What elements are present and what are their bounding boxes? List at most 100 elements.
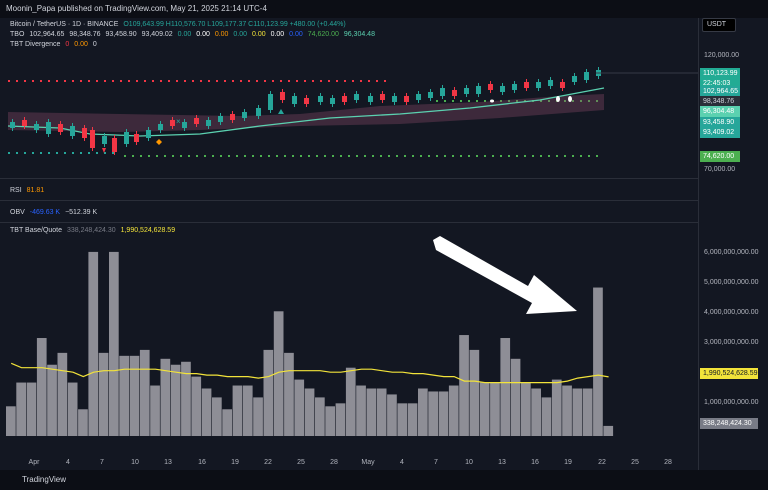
candle-body — [194, 118, 199, 124]
support-dot — [16, 152, 18, 154]
support-dot — [276, 155, 278, 157]
support-dot — [48, 152, 50, 154]
base-quote-bar — [253, 397, 263, 436]
support-dot — [348, 155, 350, 157]
resistance-dot — [360, 80, 362, 82]
resistance-dot — [232, 80, 234, 82]
resistance-dot — [296, 80, 298, 82]
candle-body — [46, 122, 51, 134]
candle-body — [354, 94, 359, 100]
rsi-legend[interactable]: RSI 81.81 — [10, 186, 47, 196]
support-dot — [364, 155, 366, 157]
base-quote-bar — [273, 311, 284, 436]
base-quote-bar — [490, 382, 500, 436]
time-tick: 10 — [465, 459, 473, 466]
base-quote-bar — [397, 403, 408, 436]
support-dot — [40, 152, 42, 154]
time-tick: 10 — [131, 459, 139, 466]
price-tick: 120,000.00 — [704, 52, 740, 59]
candle-body — [392, 96, 397, 102]
candle-body — [102, 136, 107, 144]
support-dot — [588, 155, 590, 157]
up-triangle-marker — [278, 109, 284, 114]
base-quote-bar — [109, 251, 119, 436]
support-dot — [412, 155, 414, 157]
candle-body — [572, 76, 577, 82]
time-tick: 7 — [434, 459, 438, 466]
candle-body — [440, 88, 445, 96]
currency-button[interactable]: USDT — [702, 18, 736, 32]
support-dot — [484, 100, 486, 102]
tbt-divergence-value-2: 0.00 — [74, 41, 88, 48]
support-dot — [148, 155, 150, 157]
base-quote-bar — [294, 379, 305, 436]
base-quote-bar — [36, 338, 47, 436]
resistance-dot — [136, 80, 138, 82]
support-dot — [236, 155, 238, 157]
resistance-dot — [72, 80, 74, 82]
support-dot — [396, 155, 398, 157]
price-scale-label: 98,348.76 — [700, 96, 740, 107]
candle-body — [304, 98, 309, 104]
base-quote-bar — [16, 382, 26, 436]
chart-canvas[interactable]: × — [0, 18, 768, 470]
resistance-dot — [376, 80, 378, 82]
support-dot — [172, 155, 174, 157]
base-quote-average-line — [10, 362, 609, 384]
resistance-dot — [288, 80, 290, 82]
tbo-value-3: 93,458.90 — [105, 31, 137, 38]
obv-label[interactable]: OBV — [10, 209, 25, 216]
base-quote-bar — [448, 385, 459, 436]
resistance-dot — [240, 80, 242, 82]
base-quote-bar — [366, 388, 377, 436]
publish-bar: Moonin_Papa published on TradingView.com… — [0, 0, 768, 18]
resistance-dot — [200, 80, 202, 82]
resistance-dot — [128, 80, 130, 82]
base-quote-bar — [510, 358, 521, 436]
support-dot — [500, 155, 502, 157]
tbt-divergence-label[interactable]: TBT Divergence — [10, 41, 61, 48]
support-dot — [180, 155, 182, 157]
candle-body — [90, 130, 95, 148]
candle-body — [218, 116, 223, 122]
support-dot — [580, 155, 582, 157]
base-quote-label[interactable]: TBT Base/Quote — [10, 227, 63, 234]
base-quote-bar — [572, 388, 583, 436]
support-dot — [460, 155, 462, 157]
tbo-label[interactable]: TBO — [10, 31, 25, 38]
candle-body — [404, 96, 409, 102]
support-dot — [316, 155, 318, 157]
tbo-value-2: 98,348.76 — [69, 31, 101, 38]
support-dot — [420, 155, 422, 157]
pane-separator-obv — [0, 200, 698, 201]
symbol-title[interactable]: Bitcoin / TetherUS · 1D · BINANCE — [10, 21, 119, 28]
base-quote-value-1: 338,248,424.30 — [66, 227, 116, 234]
obv-value-1: -469.63 K — [29, 209, 61, 216]
resistance-dot — [312, 80, 314, 82]
candle-body — [280, 92, 285, 100]
resistance-dot — [32, 80, 34, 82]
symbol-legend[interactable]: Bitcoin / TetherUS · 1D · BINANCE O109,6… — [10, 20, 349, 30]
obv-legend[interactable]: OBV -469.63 K −512.39 K — [10, 208, 100, 218]
tbo-legend[interactable]: TBO 102,964.65 98,348.76 93,458.90 93,40… — [10, 30, 378, 40]
time-tick: 28 — [664, 459, 672, 466]
candle-body — [488, 84, 493, 90]
base-quote-legend[interactable]: TBT Base/Quote 338,248,424.30 1,990,524,… — [10, 226, 178, 236]
resistance-dot — [344, 80, 346, 82]
base-quote-bar — [232, 385, 243, 436]
support-dot — [468, 155, 470, 157]
rsi-label[interactable]: RSI — [10, 187, 22, 194]
support-dot — [484, 155, 486, 157]
base-quote-bar — [6, 406, 16, 436]
resistance-dot — [224, 80, 226, 82]
candle-body — [268, 94, 273, 110]
tbt-divergence-legend[interactable]: TBT Divergence 0 0.00 0 — [10, 40, 100, 50]
support-dot — [540, 155, 542, 157]
price-scale-label: 74,620.00 — [700, 151, 740, 162]
cloud-band — [8, 94, 604, 132]
chart-area[interactable]: × Bitcoin / TetherUS · 1D · BINANCE O109… — [0, 18, 768, 470]
price-scale-label: 22:45:03 — [700, 78, 740, 89]
base-quote-bar — [479, 382, 490, 436]
base-quote-bar — [284, 352, 294, 436]
time-tick: 25 — [631, 459, 639, 466]
